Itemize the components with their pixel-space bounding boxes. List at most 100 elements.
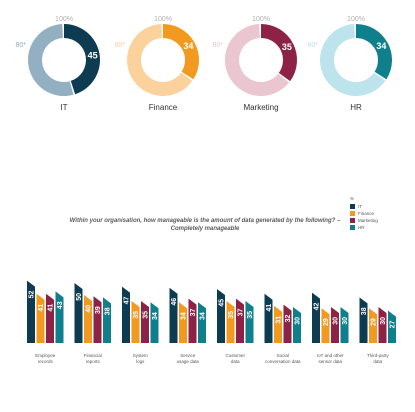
bar-finance-service-usage-data [179,302,187,343]
bar-hr-service-usage-data [198,302,206,343]
bar-value-hr-third-party-data: 27 [390,321,397,329]
donut-charts: 45 100% 80* IT 34 100% 80* Finance 35 100% 80* Mark… [15,16,392,112]
bar-value-marketing-iot-and-other-sensor-data: 30 [333,317,340,325]
category-label-financial-reports: Financial reports [84,353,102,364]
bar-marketing-service-usage-data [188,298,197,343]
bar-it-third-party-data [359,297,368,343]
bar-marketing-financial-reports [93,296,102,343]
bar-finance-third-party-data [369,308,377,343]
bar-value-marketing-financial-reports: 39 [95,306,102,314]
bar-marketing-system-logs [141,301,149,343]
bar-finance-system-logs [131,301,140,343]
bar-chart-title: Within your organisation, how manageable… [69,218,341,232]
bar-marketing-employee-records [46,293,54,343]
category-label-service-usage-data: Service usage data [177,353,200,364]
bar-marketing-customer-data [236,298,244,343]
bar-it-social-conversation-data [264,293,273,343]
bar-value-finance-iot-and-other-sensor-data: 29 [323,318,330,326]
donut-value-finance: 34 [183,41,193,51]
bar-value-marketing-third-party-data: 30 [380,317,387,325]
donut-value-marketing: 35 [282,42,292,52]
bar-value-marketing-employee-records: 41 [48,304,55,312]
donut-rest-hr [320,24,386,96]
bar-it-financial-reports [74,283,83,343]
bar-value-it-employee-records: 52 [29,291,36,299]
donut-max-label-marketing: 100% [252,16,270,23]
bar-hr-customer-data [245,301,254,343]
bar-it-service-usage-data [169,287,178,343]
bar-hr-system-logs [150,302,159,343]
bar-hr-iot-and-other-sensor-data [340,307,349,343]
bar-it-customer-data [217,289,225,343]
donut-name-finance: Finance [149,103,178,112]
bar-marketing-social-conversation-data [283,304,292,343]
legend-item-it: IT [350,203,378,210]
bar-finance-customer-data [226,301,235,343]
bar-value-finance-third-party-data: 29 [371,318,378,326]
category-label-employee-records: Employee records [35,353,56,364]
donut-rest-it [28,24,74,96]
donut-max-label-finance: 100% [154,16,172,23]
legend-item-marketing: Marketing [350,217,378,224]
bar-value-it-customer-data: 45 [219,299,226,307]
donut-min-label-marketing: 80* [212,42,223,49]
legend: % IT Finance Marketing HR [350,196,378,231]
bar-value-marketing-customer-data: 37 [238,309,245,317]
donut-segment-marketing [261,24,297,82]
legend-swatch-marketing [350,218,355,223]
bar-hr-employee-records [55,291,64,343]
donut-min-label-finance: 80* [114,42,125,49]
bar-it-employee-records [27,280,35,343]
donut-rest-marketing [225,24,290,96]
donut-max-label-it: 100% [55,16,73,23]
legend-swatch-it [350,204,355,209]
bar-finance-financial-reports [84,295,92,343]
bar-value-it-system-logs: 47 [124,297,131,305]
legend-item-finance: Finance [350,210,378,217]
legend-label-marketing: Marketing [358,218,378,223]
donut-segment-hr [356,24,392,80]
bar-value-finance-customer-data: 35 [228,311,235,319]
category-label-customer-data: Customer data [225,353,245,364]
bar-value-finance-employee-records: 41 [38,304,45,312]
legend-label-finance: Finance [358,211,375,216]
legend-label-it: IT [358,204,362,209]
bar-value-it-service-usage-data: 46 [171,298,178,306]
bar-hr-third-party-data [388,310,396,343]
donut-value-hr: 34 [376,41,386,51]
bar-value-finance-service-usage-data: 34 [181,312,188,320]
donut-rest-finance [127,24,193,96]
bar-hr-financial-reports [103,297,111,343]
bar-value-hr-customer-data: 35 [247,311,254,319]
bar-value-it-financial-reports: 50 [76,293,83,301]
legend-label-hr: HR [358,225,365,230]
bar-value-hr-social-conversation-data: 30 [295,317,302,325]
donut-segment-finance [163,24,199,80]
donut-name-marketing: Marketing [243,103,278,112]
bar-value-hr-system-logs: 34 [152,312,159,320]
bar-value-it-third-party-data: 38 [361,307,368,315]
donut-min-label-hr: 80* [307,42,318,49]
bar-value-it-iot-and-other-sensor-data: 42 [314,303,321,311]
bar-value-hr-iot-and-other-sensor-data: 30 [342,317,349,325]
bar-value-it-social-conversation-data: 41 [266,304,273,312]
bar-hr-social-conversation-data [293,307,301,343]
bar-value-hr-service-usage-data: 34 [200,312,207,320]
donut-max-label-hr: 100% [347,16,365,23]
category-label-iot-and-other-sensor-data: IoT and other sensor data [317,353,344,364]
legend-swatch-hr [350,225,355,230]
bar-marketing-third-party-data [378,307,387,343]
bar-value-marketing-system-logs: 35 [143,311,150,319]
bar-value-hr-financial-reports: 38 [105,307,112,315]
bar-finance-social-conversation-data [274,305,282,343]
bar-finance-iot-and-other-sensor-data [321,308,330,343]
bar-value-marketing-social-conversation-data: 32 [285,315,292,323]
donut-value-it: 45 [88,50,98,60]
bar-it-system-logs [122,286,130,343]
bar-value-finance-system-logs: 35 [133,311,140,319]
donut-name-hr: HR [350,103,362,112]
legend-swatch-finance [350,211,355,216]
donut-min-label-it: 80* [15,42,26,49]
bar-value-finance-social-conversation-data: 31 [276,316,283,324]
